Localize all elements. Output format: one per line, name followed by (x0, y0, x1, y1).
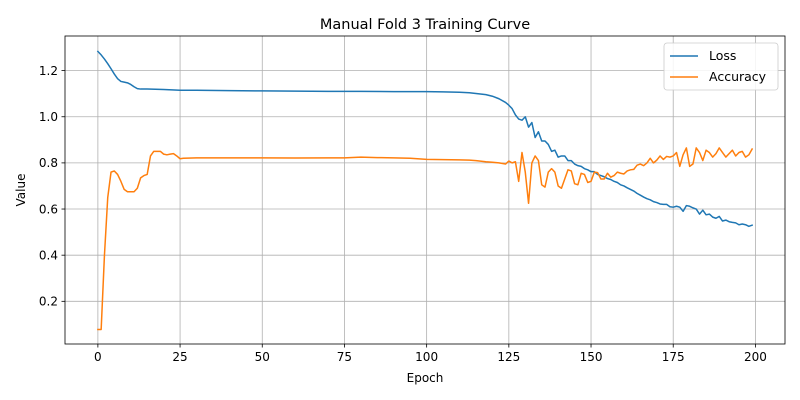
horizontal-gridlines (65, 70, 785, 302)
y-tick-label: 0.8 (39, 156, 58, 170)
x-axis-label: Epoch (407, 371, 444, 385)
x-axis-ticks: 0 25 50 75 100 125 150 175 200 (94, 344, 767, 364)
series-line-accuracy (97, 147, 754, 331)
y-tick-label: 0.4 (39, 248, 58, 262)
legend: Loss Accuracy (663, 42, 779, 91)
x-tick-label: 50 (255, 350, 270, 364)
legend-label-loss: Loss (709, 48, 736, 63)
y-axis-ticks: 0.2 0.4 0.6 0.8 1.0 1.2 (39, 64, 65, 309)
legend-label-accuracy: Accuracy (709, 69, 767, 84)
plot-frame (64, 35, 786, 345)
series-line-loss (96, 50, 754, 228)
series-layer (96, 50, 754, 331)
y-tick-label: 1.0 (39, 110, 58, 124)
x-tick-label: 100 (415, 350, 438, 364)
x-tick-label: 200 (744, 350, 767, 364)
x-tick-label: 175 (662, 350, 685, 364)
y-tick-label: 0.6 (39, 202, 58, 216)
x-tick-label: 75 (337, 350, 352, 364)
x-tick-label: 25 (172, 350, 187, 364)
chart-title: Manual Fold 3 Training Curve (320, 17, 530, 33)
legend-box (663, 42, 779, 91)
y-tick-label: 1.2 (39, 64, 58, 78)
x-tick-label: 150 (580, 350, 603, 364)
x-tick-label: 125 (497, 350, 520, 364)
y-tick-label: 0.2 (39, 295, 58, 309)
y-axis-label: Value (14, 174, 28, 207)
x-tick-label: 0 (94, 350, 102, 364)
